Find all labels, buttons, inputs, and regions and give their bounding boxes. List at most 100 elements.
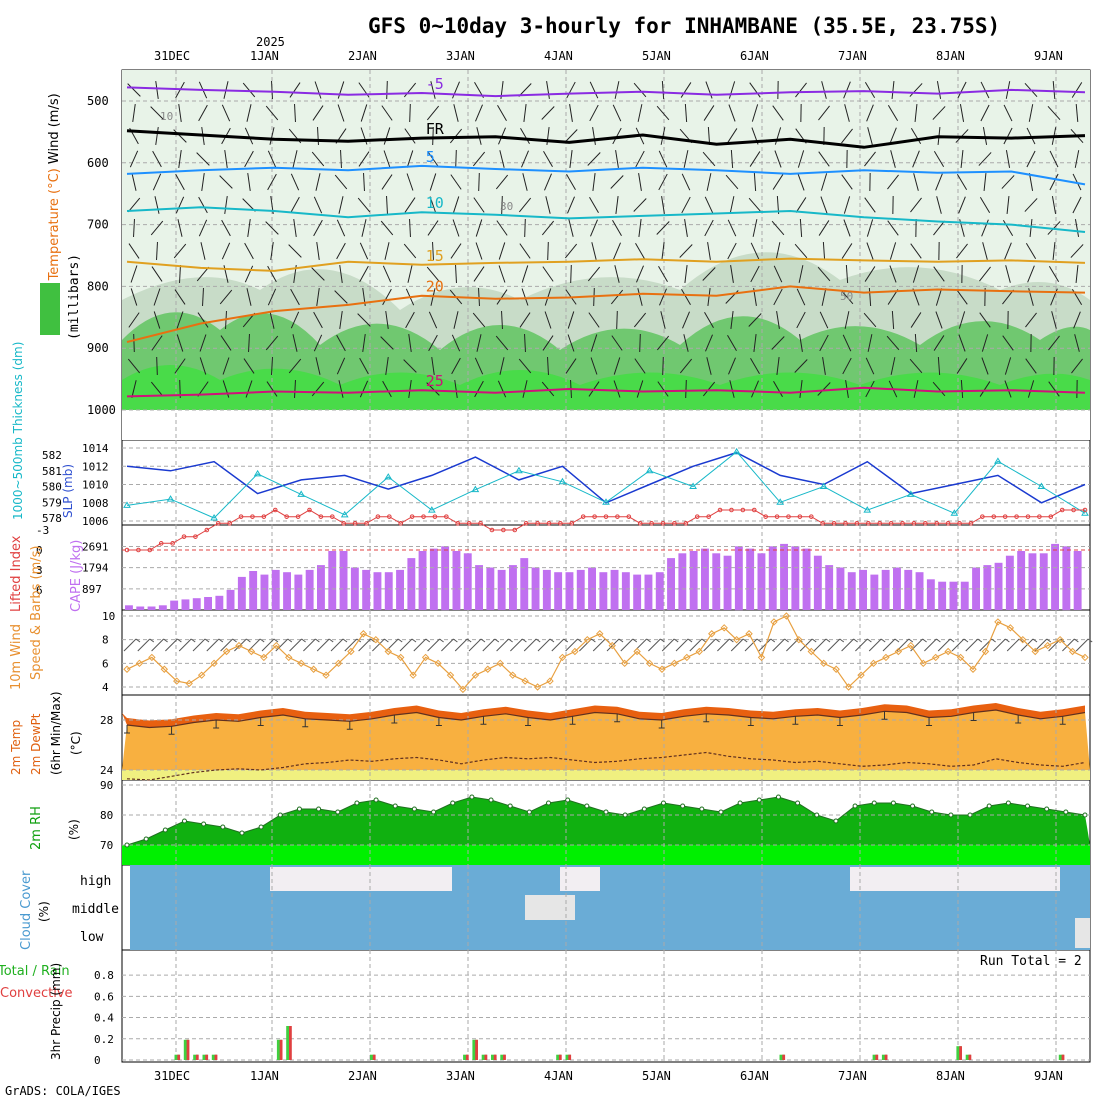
wind-barb — [729, 196, 735, 214]
chart-title: GFS 0~10day 3-hourly for INHAMBANE (35.5… — [368, 14, 1000, 38]
cape-bar — [746, 548, 755, 610]
wind-barb — [546, 81, 550, 99]
cape-bar — [576, 569, 585, 610]
wind-barb — [220, 335, 232, 351]
cloud-ylabel-text: Cloud Cover — [19, 870, 34, 950]
wind-barb — [776, 311, 780, 329]
wind-barb — [127, 358, 141, 374]
surface-wind-barb — [880, 638, 886, 643]
precip-convective-bar — [884, 1054, 888, 1060]
wind-barb — [635, 150, 645, 168]
wind-barb — [771, 336, 785, 350]
wind-barb — [359, 265, 369, 283]
wind-barb — [407, 265, 413, 283]
wind-barb — [867, 334, 873, 352]
wind-barb — [155, 81, 159, 99]
wind-barb — [1074, 150, 1080, 168]
date-label-top: 9JAN — [1034, 49, 1063, 63]
thickness-marker — [863, 506, 872, 513]
rh-base-area — [122, 845, 1090, 865]
cape-bar — [509, 565, 517, 610]
pressure-unit-label: (millibars) — [67, 254, 82, 340]
cape-bar — [271, 569, 280, 610]
surface-wind-barb — [910, 638, 923, 652]
li-ylabel-text: Lifted Index — [9, 535, 24, 612]
li-marker — [272, 507, 278, 513]
wind-barb — [864, 266, 876, 282]
date-label-top: 7JAN — [838, 49, 867, 63]
precip-total-bar — [491, 1054, 497, 1060]
li-marker — [250, 514, 255, 519]
wind-barb — [587, 266, 601, 282]
precip-total-bar — [183, 1039, 189, 1060]
precip-ylabel-main: Total / Rain — [0, 964, 70, 979]
cape-bar — [893, 567, 901, 610]
precip-ylabel-sub: Convective — [0, 986, 73, 1001]
isotherm-label: 5 — [426, 148, 435, 166]
wind-barb — [409, 103, 411, 123]
cape-bar — [1039, 553, 1048, 610]
wind-barb — [681, 288, 691, 306]
wind-barb — [451, 334, 461, 352]
rh-marker — [1025, 803, 1031, 809]
wind-barb — [638, 219, 642, 237]
wind-barb — [403, 243, 417, 259]
wind-barb — [429, 196, 437, 214]
mid-cloud-clear — [525, 895, 575, 920]
li-marker — [649, 521, 654, 526]
surface-wind-barb — [977, 638, 983, 643]
surface-wind-barb — [1046, 638, 1052, 643]
rh-area — [122, 797, 1090, 845]
cape-bar — [158, 605, 167, 610]
wind-barb — [152, 150, 162, 168]
li-marker — [980, 514, 985, 519]
wind-barb — [290, 288, 300, 306]
rh-marker — [948, 812, 954, 818]
wind-barb — [683, 334, 689, 352]
wind-barb — [452, 219, 460, 237]
wind-barb — [1003, 127, 1013, 145]
date-label-top: 31DEC — [154, 49, 190, 63]
surface-wind-barb — [922, 638, 927, 643]
wind-barb — [843, 196, 851, 214]
temp-max-area — [122, 703, 1085, 728]
wind-barb — [684, 219, 688, 237]
rh-marker — [1063, 809, 1069, 815]
date-label-top: 8JAN — [936, 49, 965, 63]
wind-barb — [406, 150, 414, 168]
li-marker — [489, 527, 495, 533]
wind-barb — [935, 173, 943, 191]
date-label-bottom: 5JAN — [642, 1069, 671, 1083]
rh-unit: (%) — [67, 819, 81, 840]
precip-total-bar — [956, 1046, 962, 1060]
wind-barb — [886, 335, 900, 351]
surface-wind-barb — [717, 638, 730, 652]
cape-bar — [926, 579, 935, 610]
wind-barb — [521, 265, 529, 283]
wind-barb — [658, 173, 668, 191]
wind-barb — [682, 311, 690, 329]
wind-barb — [317, 126, 319, 146]
wind-barb — [728, 357, 736, 375]
wind-barb — [541, 220, 555, 236]
wind-barb — [339, 311, 343, 329]
thickness-marker — [253, 469, 262, 477]
precip-convective-bar — [205, 1054, 209, 1060]
wind-speed-marker — [820, 659, 828, 668]
surface-wind-barb — [165, 638, 178, 652]
wind-barb — [818, 105, 830, 121]
isotherm-label: 10 — [426, 194, 444, 212]
rh-marker — [603, 809, 609, 815]
surface-wind-barb — [825, 638, 831, 643]
surface-wind-barb — [273, 638, 279, 643]
cape-bar — [181, 599, 190, 610]
wind-barb — [568, 219, 574, 237]
wind-barb — [451, 357, 461, 375]
wind-barb — [588, 312, 600, 328]
surface-wind-barb — [328, 638, 334, 643]
wind-barb — [155, 127, 159, 145]
surface-wind-barb — [730, 638, 744, 652]
precip-total-bar — [556, 1054, 562, 1060]
wind-barb — [933, 335, 945, 351]
wind-barb — [265, 335, 279, 351]
